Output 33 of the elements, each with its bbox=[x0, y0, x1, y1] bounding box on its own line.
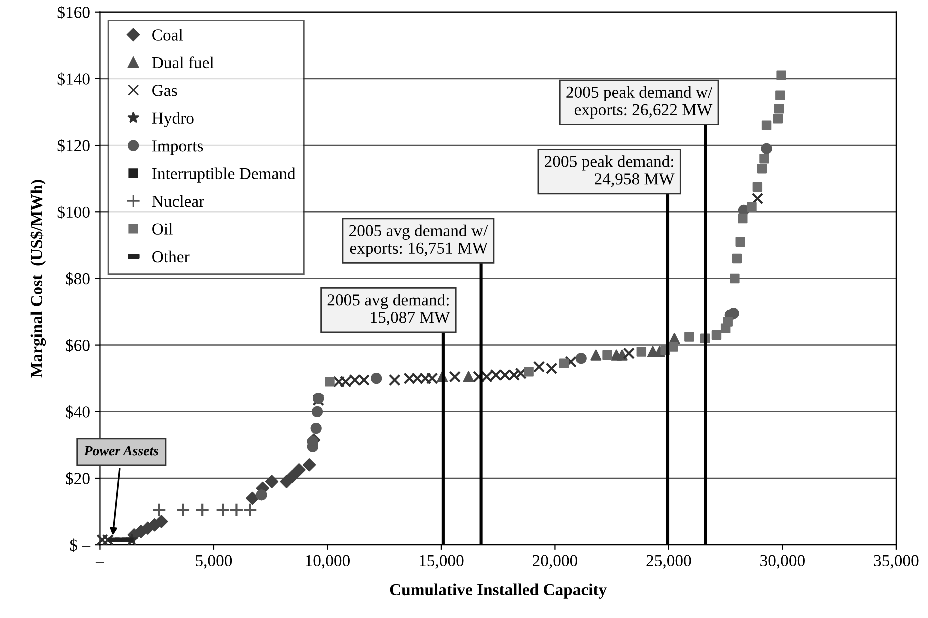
x-tick-label: 35,000 bbox=[874, 555, 919, 569]
y-tick-label: $20 bbox=[66, 472, 90, 486]
legend-label: Nuclear bbox=[152, 195, 204, 208]
y-tick-label: $60 bbox=[66, 339, 90, 352]
annotation: Power Assets bbox=[84, 446, 159, 456]
y-axis-title: Marginal Cost (US$/MWh) bbox=[30, 180, 46, 378]
x-tick-label: 30,000 bbox=[760, 555, 805, 569]
ref-line-label: 2005 avg demand w/ exports: 16,751 MW bbox=[350, 224, 488, 258]
legend-label: Imports bbox=[152, 140, 204, 156]
x-tick-label: 5,000 bbox=[196, 555, 232, 569]
legend-label: Gas bbox=[152, 85, 178, 96]
ref-line-label: 2005 avg demand: 15,087 MW bbox=[328, 294, 450, 326]
y-tick-label: $160 bbox=[58, 6, 90, 20]
y-tick-label: $120 bbox=[58, 139, 90, 153]
legend-label: Interruptible Demand bbox=[152, 168, 296, 183]
legend-label: Oil bbox=[152, 223, 173, 235]
y-tick-label: $80 bbox=[66, 272, 90, 286]
x-tick-label: 10,000 bbox=[306, 555, 350, 569]
legend-label: Other bbox=[152, 250, 190, 263]
x-tick-label: – bbox=[96, 562, 105, 563]
legend-label: Dual fuel bbox=[152, 56, 214, 69]
y-tick-label: $40 bbox=[66, 406, 90, 419]
y-tick-label: $140 bbox=[58, 72, 90, 86]
x-axis-title: Cumulative Installed Capacity bbox=[390, 584, 607, 599]
y-tick-label: $ – bbox=[70, 538, 91, 552]
ref-line-label: 2005 peak demand w/ exports: 26,622 MW bbox=[566, 86, 713, 119]
x-tick-label: 25,000 bbox=[646, 555, 692, 569]
legend-label: Coal bbox=[152, 29, 184, 41]
ref-line-label: 2005 peak demand: 24,958 MW bbox=[545, 156, 675, 188]
x-tick-label: 20,000 bbox=[533, 555, 578, 569]
x-tick-label: 15,000 bbox=[420, 555, 464, 569]
y-tick-label: $100 bbox=[58, 206, 90, 220]
legend-label: Hydro bbox=[152, 112, 194, 128]
